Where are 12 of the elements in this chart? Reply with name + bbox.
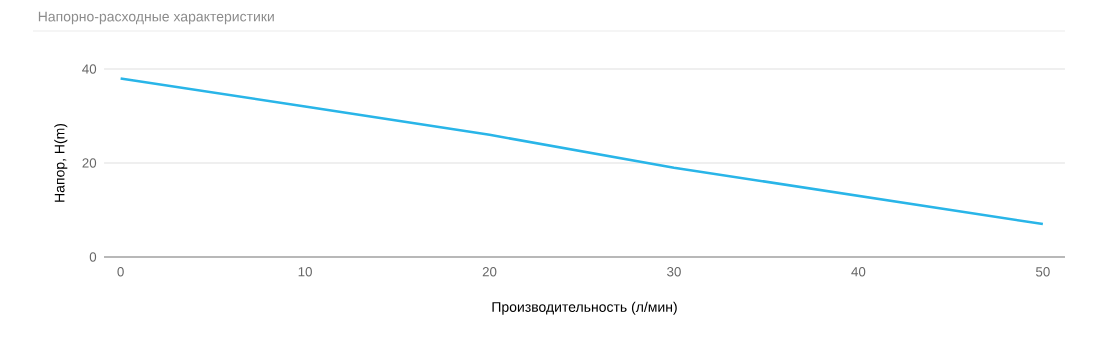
y-tick-label: 0 [89,252,97,262]
x-tick-label: 30 [667,267,681,277]
x-tick-label: 10 [298,267,312,277]
y-tick-label: 40 [82,64,97,74]
x-tick-label: 0 [117,267,124,277]
x-tick-label: 40 [851,267,866,277]
x-tick-label: 50 [1035,267,1050,277]
x-tick-label: 20 [482,267,497,277]
chart-title: Напорно-расходные характеристики [38,11,274,25]
x-axis-title: Производительность (л/мин) [492,301,677,315]
y-axis-title: Напор, H(m) [54,123,68,202]
y-tick-label: 20 [82,158,97,168]
